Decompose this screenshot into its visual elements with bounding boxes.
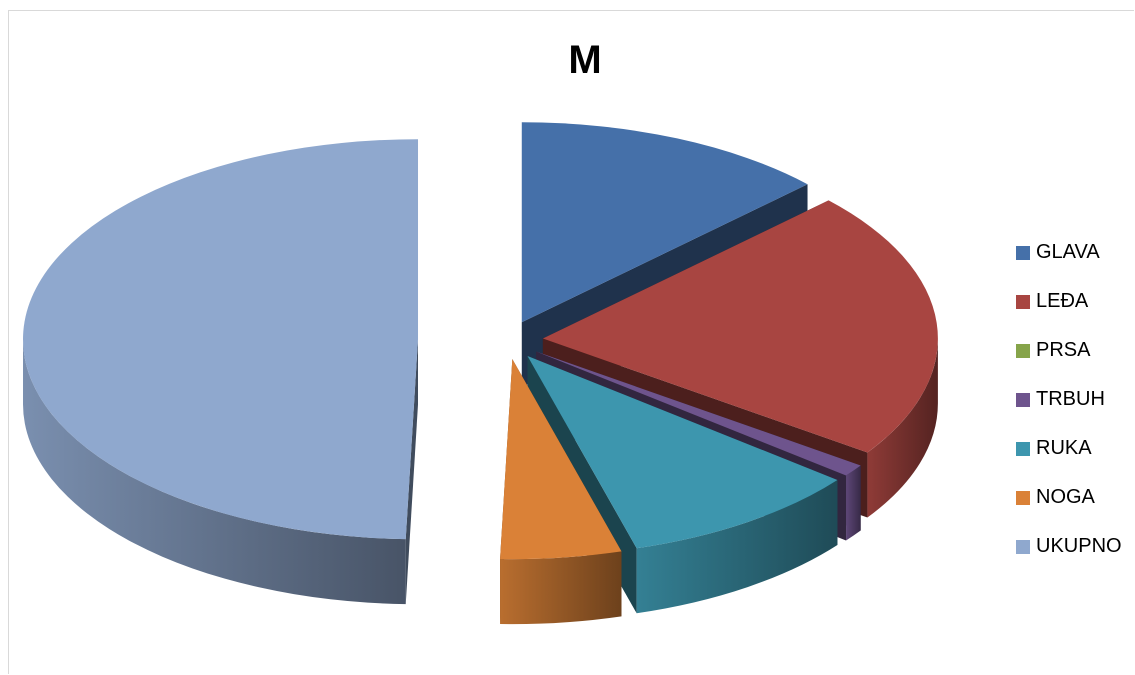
legend-label: UKUPNO [1036,535,1122,557]
legend-swatch [1016,539,1030,554]
legend-label: GLAVA [1036,241,1100,263]
slice-top [542,200,938,453]
chart-title: M [568,38,602,82]
pie-slice-ukupno [23,139,419,605]
slice-wall [405,339,419,605]
slice-top [500,359,622,560]
slice-rim [846,465,861,541]
pie-slice-noga [500,359,622,625]
legend-swatch [1016,490,1030,505]
legend-swatch [1016,245,1030,260]
legend-item-ukupno: UKUPNO [1016,522,1134,571]
slice-rim [636,479,838,614]
legend-item-ruka: RUKA [1016,424,1134,473]
legend-label: RUKA [1036,437,1092,459]
legend-item-glava: GLAVA [1016,228,1134,277]
legend-swatch [1016,343,1030,358]
legend-label: NOGA [1036,486,1095,508]
legend-item-prsa: PRSA [1016,326,1134,375]
slice-top [527,355,838,549]
slice-top [536,351,861,476]
pie-slice-ruka [527,355,838,614]
legend-item-leda: LEĐA [1016,277,1134,326]
slice-top [521,122,808,323]
slice-rim [500,551,622,625]
legend-item-noga: NOGA [1016,473,1134,522]
legend-label: LEĐA [1036,290,1089,312]
legend-swatch [1016,392,1030,407]
legend-swatch [1016,441,1030,456]
slice-rim [867,338,938,518]
legend-label: PRSA [1036,339,1091,361]
legend-label: TRBUH [1036,388,1105,410]
slice-top [23,139,419,540]
legend-item-trbuh: TRBUH [1016,375,1134,424]
chart-frame [8,10,1134,674]
legend: GLAVA LEĐA PRSA TRBUH RUKA NOGA UKUPNO [1016,228,1134,571]
slice-rim [23,339,406,605]
legend-swatch [1016,294,1030,309]
